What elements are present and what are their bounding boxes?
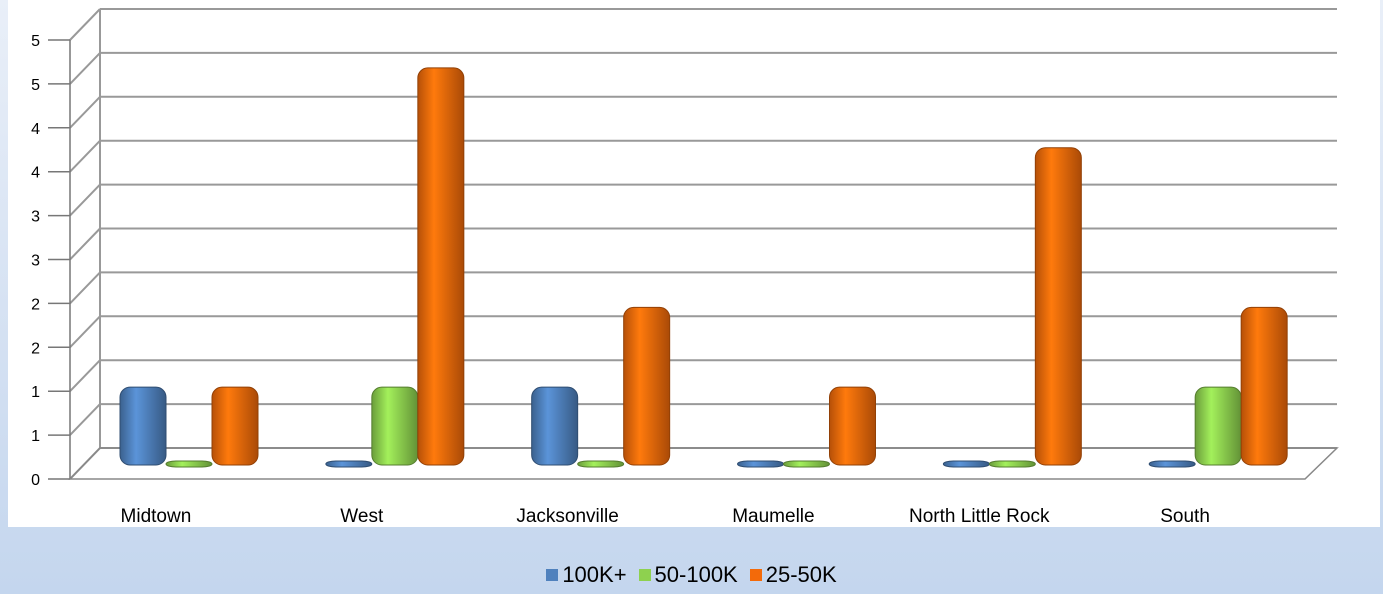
bar-50-100k-maumelle: [783, 460, 830, 468]
gridline-side: [69, 315, 101, 348]
gridline-side: [69, 8, 101, 41]
bar-25-50k-north-little-rock: [1034, 147, 1082, 466]
x-category-label: North Little Rock: [909, 506, 1050, 527]
bar-100k--north-little-rock: [942, 460, 990, 468]
y-tick-label: 5: [31, 77, 40, 94]
legend-swatch: [749, 569, 762, 581]
x-category-label: South: [1160, 506, 1210, 527]
legend: 100K+ 50-100K 25-50K: [0, 562, 1383, 588]
bar-25-50k-jacksonville: [623, 306, 671, 466]
legend-item: 50-100K: [638, 562, 738, 588]
gridline-side: [69, 227, 101, 261]
y-tick-label: 5: [31, 33, 40, 50]
y-axis-ticks: 0 1 1 2 2 3 3 4 4 5 5: [31, 33, 70, 489]
y-tick-label: 1: [31, 384, 40, 401]
gridline-side: [69, 183, 101, 217]
bar-50-100k-north-little-rock: [988, 460, 1036, 468]
x-category-label: West: [340, 506, 384, 527]
gridlines: [68, 8, 1339, 480]
floor: [68, 447, 1339, 480]
y-tick-label: 4: [31, 165, 40, 182]
gridline-side: [69, 96, 101, 129]
legend-item: 25-50K: [749, 562, 837, 588]
legend-label: 25-50K: [765, 562, 837, 587]
bar-100k--maumelle: [737, 460, 784, 468]
gridline-side: [69, 52, 101, 85]
legend-swatch: [546, 569, 559, 581]
bar-25-50k-maumelle: [829, 386, 876, 466]
bar-25-50k-west: [417, 67, 465, 466]
y-tick-label: 1: [31, 428, 40, 445]
gridline-side: [69, 140, 101, 173]
legend-label: 50-100K: [654, 562, 738, 587]
bar-50-100k-south: [1194, 386, 1242, 466]
y-tick-label: 2: [31, 340, 40, 357]
y-tick-label: 2: [31, 296, 40, 313]
y-tick-label: 3: [31, 253, 40, 270]
bar-100k--jacksonville: [531, 386, 579, 466]
y-tick-label: 4: [31, 121, 40, 138]
bar-50-100k-jacksonville: [577, 460, 625, 468]
gridline-side: [69, 403, 101, 436]
x-category-label: Midtown: [121, 506, 192, 527]
bar-100k--west: [325, 460, 373, 468]
legend-item: 100K+: [546, 562, 627, 588]
gridline-side: [69, 271, 101, 305]
bar-50-100k-midtown: [165, 460, 213, 468]
bars: [119, 67, 1288, 468]
legend-label: 100K+: [562, 562, 627, 587]
x-axis-categories: Midtown West Jacksonville Maumelle North Lit…: [121, 506, 1210, 527]
bar-100k--midtown: [119, 386, 167, 466]
gridline-side: [69, 359, 101, 392]
x-category-label: Maumelle: [732, 506, 814, 527]
bar-25-50k-midtown: [211, 386, 259, 466]
bar-25-50k-south: [1240, 306, 1288, 466]
y-tick-label: 3: [31, 209, 40, 226]
x-category-label: Jacksonville: [516, 506, 618, 527]
legend-swatch: [638, 569, 651, 581]
bar-50-100k-west: [371, 386, 419, 466]
y-tick-label: 0: [31, 472, 40, 489]
bar-100k--south: [1148, 460, 1196, 468]
